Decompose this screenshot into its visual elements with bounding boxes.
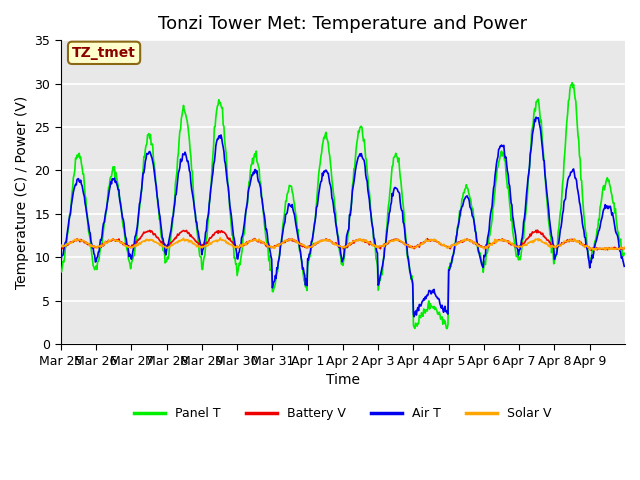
Solar V [123, 243, 131, 249]
Air T [410, 314, 418, 320]
Panel T [57, 269, 65, 275]
Panel T [123, 247, 131, 253]
Battery V [255, 239, 262, 245]
Panel T [401, 222, 408, 228]
Solar V [276, 242, 284, 248]
Panel T [227, 214, 234, 219]
Battery V [534, 228, 541, 233]
Battery V [57, 244, 65, 250]
Line: Battery V: Battery V [61, 230, 624, 251]
Legend: Panel T, Battery V, Air T, Solar V: Panel T, Battery V, Air T, Solar V [129, 402, 557, 425]
Text: TZ_tmet: TZ_tmet [72, 46, 136, 60]
Battery V [433, 239, 440, 244]
Solar V [620, 244, 628, 250]
Panel T [620, 251, 628, 256]
Battery V [123, 243, 131, 249]
Air T [276, 252, 284, 257]
Panel T [433, 307, 440, 312]
Line: Solar V: Solar V [61, 238, 624, 250]
Solar V [590, 247, 598, 253]
Panel T [444, 325, 451, 331]
Panel T [255, 164, 262, 169]
Air T [433, 294, 441, 300]
Line: Panel T: Panel T [61, 83, 624, 328]
Battery V [276, 242, 284, 248]
Solar V [227, 241, 235, 247]
Line: Air T: Air T [61, 117, 624, 317]
Air T [123, 242, 131, 248]
Solar V [433, 239, 441, 244]
Solar V [255, 236, 263, 242]
Solar V [57, 243, 65, 249]
Air T [620, 264, 628, 269]
Solar V [401, 242, 409, 248]
Battery V [401, 242, 408, 248]
Solar V [216, 235, 224, 241]
Air T [532, 114, 540, 120]
X-axis label: Time: Time [326, 373, 360, 387]
Y-axis label: Temperature (C) / Power (V): Temperature (C) / Power (V) [15, 96, 29, 289]
Air T [255, 179, 262, 184]
Panel T [568, 80, 576, 85]
Panel T [276, 249, 284, 254]
Battery V [227, 238, 234, 244]
Battery V [620, 245, 628, 251]
Battery V [588, 248, 595, 253]
Air T [401, 227, 408, 232]
Air T [227, 207, 234, 213]
Air T [57, 260, 65, 265]
Title: Tonzi Tower Met: Temperature and Power: Tonzi Tower Met: Temperature and Power [158, 15, 527, 33]
